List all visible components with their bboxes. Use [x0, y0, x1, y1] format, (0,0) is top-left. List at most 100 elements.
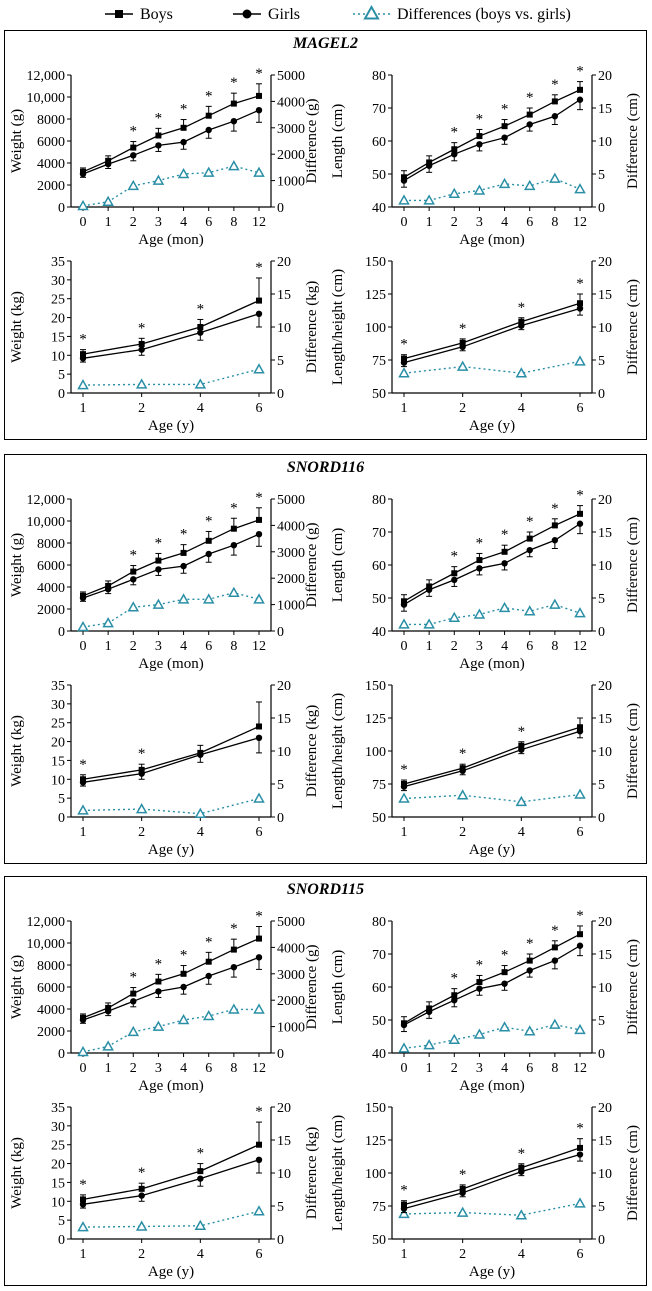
x-tick-label: 6: [256, 1247, 263, 1262]
x-tick-label: 4: [501, 215, 508, 230]
y-tick-label: 10,000: [27, 91, 66, 106]
y2-axis-label: Difference (cm): [625, 703, 641, 799]
significance-star: *: [230, 75, 238, 91]
x-tick-label: 12: [573, 639, 587, 654]
x-tick-label: 4: [501, 639, 508, 654]
x-axis-label: Age (mon): [138, 1078, 203, 1094]
series-boys-point: [230, 525, 237, 532]
y2-tick-label: 10: [277, 1167, 291, 1182]
x-tick-label: 1: [80, 825, 87, 840]
x-axis-label: Age (y): [469, 842, 515, 858]
legend-girls: Girls: [233, 6, 300, 23]
y-tick-label: 6000: [37, 559, 65, 574]
y-tick-label: 100: [365, 1167, 386, 1182]
chart-weight-months: 0200040006000800010,00012,00001000200030…: [9, 490, 320, 672]
significance-star: *: [451, 971, 459, 987]
significance-star: *: [155, 956, 163, 972]
series-girls-line: [403, 523, 581, 606]
y-tick-label: 15: [51, 330, 65, 345]
series-boys-point: [205, 112, 212, 119]
x-tick-label: 2: [130, 215, 137, 230]
y-axis-label: Length (cm): [330, 528, 346, 603]
series-boys-line: [403, 933, 581, 1024]
x-tick-label: 0: [401, 215, 408, 230]
legend-girls-marker: [242, 9, 252, 19]
series-boys-point: [80, 1196, 86, 1203]
series-girls-line: [403, 730, 581, 788]
series-differences-point: [202, 166, 215, 177]
series-differences-point: [574, 1023, 586, 1035]
series-boys-point: [256, 516, 262, 523]
series-differences-point: [152, 598, 165, 609]
series-differences-point: [127, 601, 140, 612]
series-boys-point: [459, 339, 466, 346]
series-boys-point: [155, 132, 162, 139]
series-boys-point: [451, 146, 458, 153]
series-girls-point: [459, 1189, 466, 1196]
series-girls-point: [197, 1175, 204, 1182]
y-axis-label: Length/height (cm): [330, 1115, 346, 1231]
y2-tick-label: 3000: [277, 546, 305, 561]
series-differences-line: [82, 368, 260, 386]
x-tick-label: 3: [155, 1061, 162, 1076]
y2-tick-label: 10: [598, 559, 612, 574]
series-girls-point: [180, 983, 187, 991]
x-axis-label: Age (y): [469, 418, 515, 434]
y-tick-label: 0: [58, 1047, 65, 1062]
series-boys-point: [426, 583, 433, 590]
series-girls-point: [518, 1168, 525, 1175]
y2-tick-label: 15: [277, 712, 291, 727]
y2-tick-label: 15: [598, 102, 612, 117]
series-girls-point: [476, 565, 483, 572]
y-tick-label: 12,000: [27, 69, 66, 84]
series-differences-point: [177, 1013, 190, 1025]
significance-star: *: [79, 332, 87, 348]
series-differences-point: [127, 1025, 140, 1037]
significance-star: *: [459, 746, 467, 762]
series-girls-point: [400, 177, 408, 184]
series-girls-line: [403, 945, 581, 1026]
x-axis-label: Age (mon): [459, 1078, 524, 1094]
significance-star: *: [205, 934, 213, 950]
significance-star: *: [518, 724, 526, 740]
series-differences-point: [549, 1018, 561, 1029]
series-boys-point: [426, 159, 433, 166]
y2-tick-label: 3000: [277, 122, 305, 137]
series-boys-point: [180, 970, 187, 977]
y-tick-label: 20: [51, 312, 65, 327]
series-girls-point: [155, 988, 162, 995]
series-differences-point: [228, 160, 240, 171]
x-axis-label: Age (mon): [138, 656, 203, 672]
panel-title: MAGEL2: [293, 35, 358, 52]
y-tick-label: 70: [372, 526, 386, 541]
y-tick-label: 15: [51, 1176, 65, 1191]
series-boys-point: [205, 958, 212, 965]
y-tick-label: 50: [372, 168, 386, 183]
x-tick-label: 4: [501, 1061, 508, 1076]
series-differences-point: [423, 1039, 435, 1050]
x-tick-label: 2: [459, 1247, 466, 1262]
y-tick-label: 12,000: [27, 915, 66, 930]
series-boys-point: [105, 1004, 112, 1011]
significance-star: *: [255, 490, 263, 506]
y-tick-label: 0: [58, 201, 65, 216]
series-girls-point: [576, 1151, 584, 1158]
y-tick-label: 35: [51, 1101, 65, 1116]
y2-tick-label: 10: [277, 321, 291, 336]
y-tick-label: 10,000: [27, 515, 66, 530]
series-differences-point: [515, 795, 528, 807]
y-tick-label: 30: [51, 1120, 65, 1135]
series-girls-point: [526, 121, 533, 128]
x-tick-label: 8: [230, 215, 237, 230]
series-differences-point: [177, 167, 190, 179]
y2-tick-label: 4000: [277, 95, 305, 110]
series-girls-point: [255, 310, 263, 317]
y2-tick-label: 0: [277, 625, 284, 640]
y2-tick-label: 0: [598, 625, 605, 640]
series-boys-point: [230, 100, 237, 107]
y2-tick-label: 20: [598, 69, 612, 84]
x-tick-label: 1: [401, 1247, 408, 1262]
series-girls-point: [104, 160, 112, 168]
y2-tick-label: 5: [598, 1200, 605, 1215]
series-boys-point: [197, 1168, 204, 1175]
